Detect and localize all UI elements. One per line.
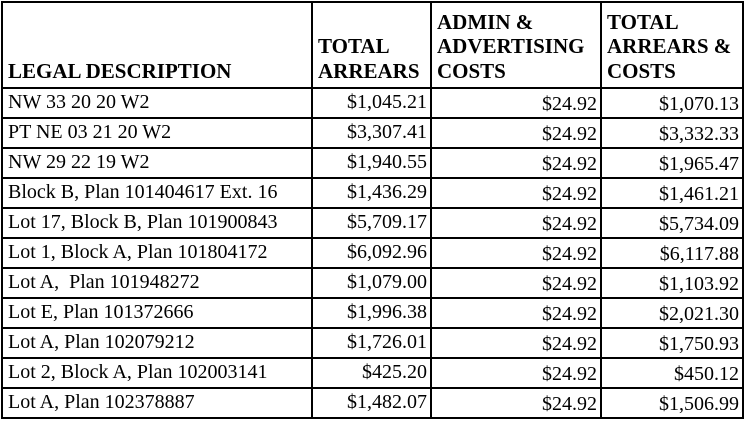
table-row: PT NE 03 21 20 W2 $3,307.41 $24.92 $3,33… (1, 117, 744, 149)
total-arrears-cell: $1,996.38 (311, 297, 432, 329)
table-row: Lot A, Plan 101948272 $1,079.00 $24.92 $… (1, 267, 744, 299)
legal-description-cell: Lot 2, Block A, Plan 102003141 (1, 357, 313, 389)
table-row: Lot 17, Block B, Plan 101900843 $5,709.1… (1, 207, 744, 239)
admin-costs-cell: $24.92 (430, 327, 602, 359)
admin-costs-cell: $24.92 (430, 267, 602, 299)
total-arrears-costs-cell: $5,734.09 (600, 207, 744, 239)
admin-costs-cell: $24.92 (430, 87, 602, 119)
total-arrears-cell: $1,940.55 (311, 147, 432, 179)
admin-costs-cell: $24.92 (430, 297, 602, 329)
legal-description-cell: Lot E, Plan 101372666 (1, 297, 313, 329)
total-arrears-cell: $6,092.96 (311, 237, 432, 269)
total-arrears-costs-cell: $1,070.13 (600, 87, 744, 119)
table-row: Lot 1, Block A, Plan 101804172 $6,092.96… (1, 237, 744, 269)
total-arrears-cell: $1,482.07 (311, 387, 432, 419)
total-arrears-cell: $1,726.01 (311, 327, 432, 359)
admin-costs-cell: $24.92 (430, 117, 602, 149)
legal-description-cell: Lot A, Plan 102378887 (1, 387, 313, 419)
admin-costs-cell: $24.92 (430, 387, 602, 419)
table-row: Lot 2, Block A, Plan 102003141 $425.20 $… (1, 357, 744, 389)
legal-description-cell: Lot A, Plan 102079212 (1, 327, 313, 359)
total-arrears-costs-cell: $450.12 (600, 357, 744, 389)
legal-description-cell: Lot 17, Block B, Plan 101900843 (1, 207, 313, 239)
legal-description-cell: PT NE 03 21 20 W2 (1, 117, 313, 149)
admin-costs-cell: $24.92 (430, 177, 602, 209)
header-total-arrears-costs: TOTAL ARREARS & COSTS (600, 1, 744, 89)
table-row: Lot A, Plan 102378887 $1,482.07 $24.92 $… (1, 387, 744, 419)
total-arrears-costs-cell: $1,461.21 (600, 177, 744, 209)
header-total-arrears: TOTAL ARREARS (311, 1, 432, 89)
table-row: NW 33 20 20 W2 $1,045.21 $24.92 $1,070.1… (1, 87, 744, 119)
total-arrears-costs-cell: $1,103.92 (600, 267, 744, 299)
legal-description-cell: NW 33 20 20 W2 (1, 87, 313, 119)
admin-costs-cell: $24.92 (430, 207, 602, 239)
total-arrears-costs-cell: $3,332.33 (600, 117, 744, 149)
total-arrears-cell: $1,079.00 (311, 267, 432, 299)
legal-description-cell: Block B, Plan 101404617 Ext. 16 (1, 177, 313, 209)
table-row: NW 29 22 19 W2 $1,940.55 $24.92 $1,965.4… (1, 147, 744, 179)
total-arrears-cell: $3,307.41 (311, 117, 432, 149)
table-row: Block B, Plan 101404617 Ext. 16 $1,436.2… (1, 177, 744, 209)
total-arrears-cell: $1,045.21 (311, 87, 432, 119)
total-arrears-costs-cell: $1,965.47 (600, 147, 744, 179)
total-arrears-cell: $1,436.29 (311, 177, 432, 209)
header-legal-description: LEGAL DESCRIPTION (1, 1, 313, 89)
header-admin-advertising-costs: ADMIN & ADVERTISING COSTS (430, 1, 602, 89)
header-row: LEGAL DESCRIPTION TOTAL ARREARS ADMIN & … (1, 1, 744, 89)
total-arrears-costs-cell: $2,021.30 (600, 297, 744, 329)
table-row: Lot E, Plan 101372666 $1,996.38 $24.92 $… (1, 297, 744, 329)
table-row: Lot A, Plan 102079212 $1,726.01 $24.92 $… (1, 327, 744, 359)
total-arrears-costs-cell: $1,750.93 (600, 327, 744, 359)
total-arrears-cell: $5,709.17 (311, 207, 432, 239)
total-arrears-cell: $425.20 (311, 357, 432, 389)
legal-description-cell: Lot A, Plan 101948272 (1, 267, 313, 299)
admin-costs-cell: $24.92 (430, 147, 602, 179)
admin-costs-cell: $24.92 (430, 357, 602, 389)
legal-description-cell: NW 29 22 19 W2 (1, 147, 313, 179)
total-arrears-costs-cell: $1,506.99 (600, 387, 744, 419)
total-arrears-costs-cell: $6,117.88 (600, 237, 744, 269)
admin-costs-cell: $24.92 (430, 237, 602, 269)
legal-description-cell: Lot 1, Block A, Plan 101804172 (1, 237, 313, 269)
